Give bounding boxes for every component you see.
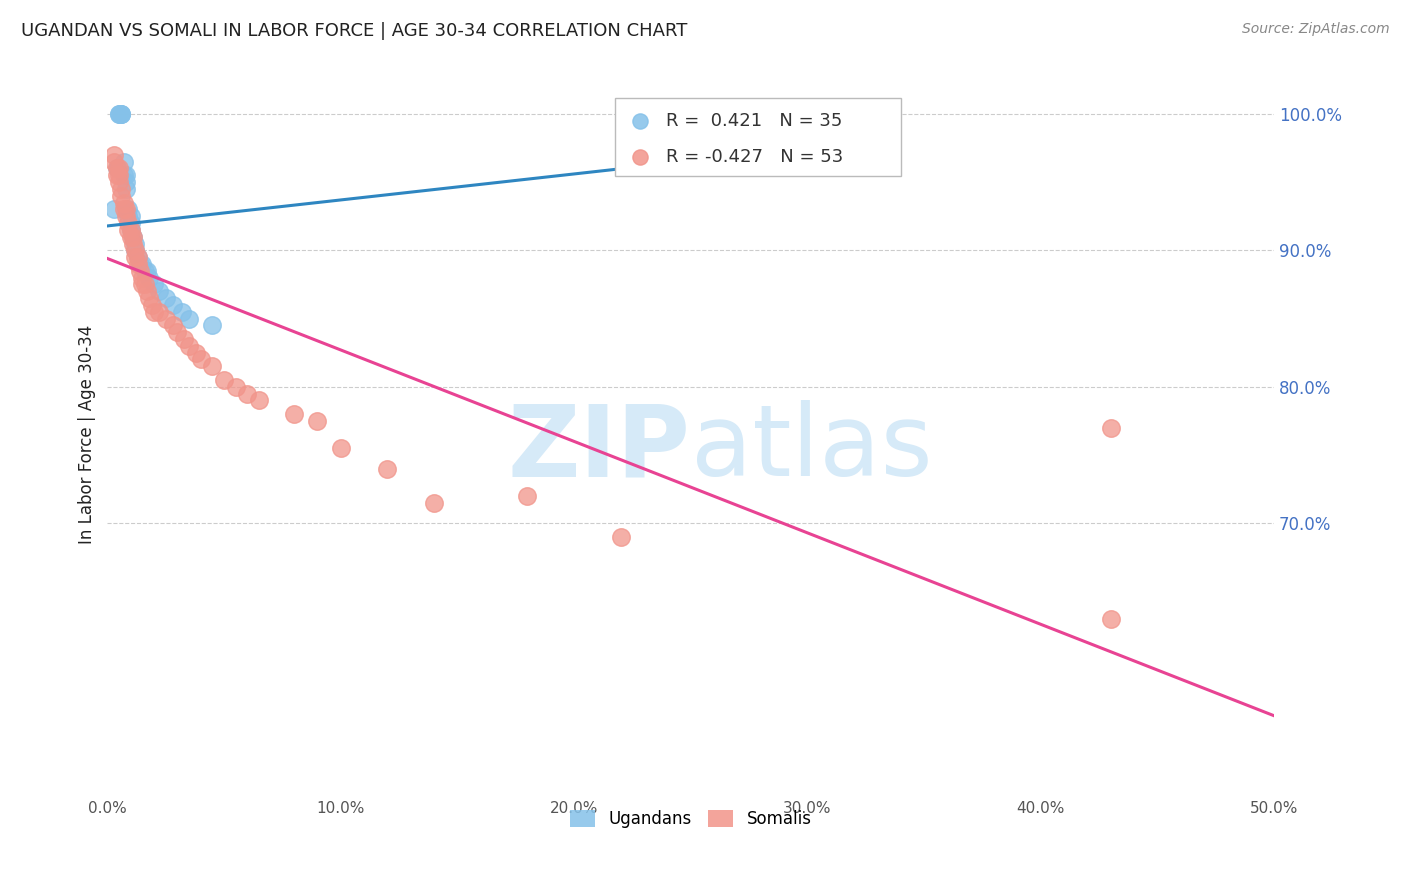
Point [225,380,247,394]
Point [115,175,138,189]
Point [148,304,170,318]
Point [124,244,146,258]
Point [112,195,135,210]
Point [115,209,138,223]
Point [110,107,132,121]
Point [112,202,135,217]
Point [236,386,259,401]
Point [127,250,149,264]
Text: Source: ZipAtlas.com: Source: ZipAtlas.com [1241,22,1389,37]
Point [1099,420,1122,434]
Point [173,332,195,346]
Point [117,209,139,223]
Point [1099,612,1122,626]
Point [127,257,149,271]
Point [108,107,131,121]
Point [124,244,146,258]
Point [115,169,138,183]
Point [170,304,193,318]
Point [117,202,139,217]
Text: ZIP: ZIP [508,401,690,498]
Point [307,414,329,428]
Point [166,325,188,339]
Point [127,250,149,264]
Point [117,223,139,237]
Point [124,250,146,264]
Point [842,107,865,121]
Point [103,148,125,162]
Point [110,188,132,202]
Point [136,285,159,299]
Point [103,202,125,217]
Point [105,161,128,176]
Point [120,216,142,230]
Point [184,345,207,359]
Point [131,277,153,292]
Point [120,209,142,223]
Point [112,154,135,169]
Point [129,257,152,271]
Point [108,169,131,183]
Point [177,311,200,326]
Point [103,154,125,169]
Point [201,318,224,333]
Point [115,202,138,217]
Y-axis label: In Labor Force | Age 30-34: In Labor Force | Age 30-34 [79,325,96,544]
Point [190,352,212,367]
Point [375,461,398,475]
Text: R = -0.427   N = 53: R = -0.427 N = 53 [666,148,844,166]
Text: R =  0.421   N = 35: R = 0.421 N = 35 [666,112,842,129]
Point [423,496,446,510]
Point [134,264,156,278]
Point [155,311,177,326]
Point [138,291,160,305]
Point [122,229,145,244]
Point [201,359,224,374]
Point [110,107,132,121]
Point [138,270,160,285]
Point [143,277,166,292]
Point [122,229,145,244]
Point [329,441,352,455]
Point [162,298,184,312]
Point [134,277,156,292]
Point [148,285,170,299]
Point [122,236,145,251]
Point [120,223,142,237]
Point [108,107,131,121]
Point [110,107,132,121]
Text: atlas: atlas [690,401,932,498]
Point [283,407,305,421]
Point [120,223,142,237]
Point [141,298,163,312]
Point [1163,197,1185,211]
Point [124,236,146,251]
Legend: Ugandans, Somalis: Ugandans, Somalis [564,804,818,835]
Point [112,169,135,183]
Point [247,393,270,408]
Point [108,161,131,176]
Point [120,229,142,244]
Point [131,257,153,271]
Point [143,304,166,318]
Point [155,291,177,305]
Point [117,216,139,230]
Point [212,373,235,387]
Point [105,169,128,183]
Point [1163,265,1185,279]
Point [609,530,631,544]
Point [115,182,138,196]
Point [842,107,865,121]
Point [108,175,131,189]
Point [516,489,538,503]
Text: UGANDAN VS SOMALI IN LABOR FORCE | AGE 30-34 CORRELATION CHART: UGANDAN VS SOMALI IN LABOR FORCE | AGE 3… [21,22,688,40]
Point [129,264,152,278]
Point [136,264,159,278]
Point [110,182,132,196]
Point [131,270,153,285]
Point [105,161,128,176]
Point [177,339,200,353]
FancyBboxPatch shape [614,97,901,176]
Point [162,318,184,333]
